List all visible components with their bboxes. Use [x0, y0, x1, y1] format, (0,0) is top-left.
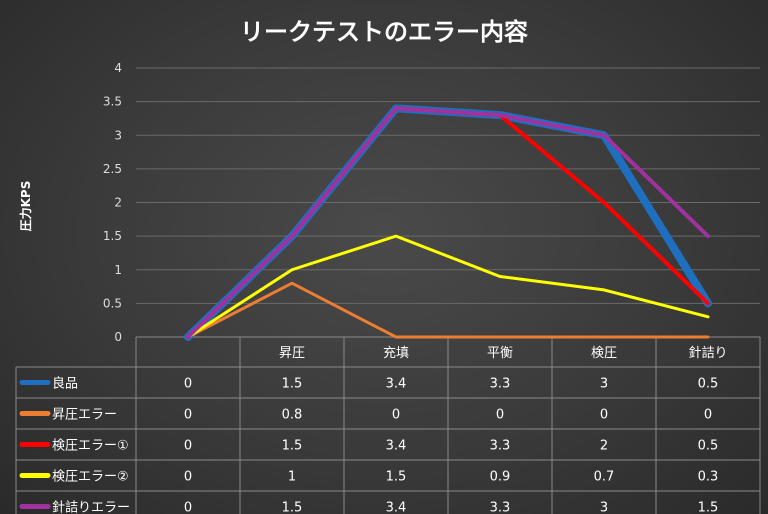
- data-label: 0: [184, 377, 192, 392]
- data-label: 1.5: [282, 501, 303, 514]
- y-tick-label: 4: [114, 61, 122, 75]
- data-label: 1.5: [282, 439, 303, 454]
- legend-label: 検圧エラー①: [52, 439, 129, 454]
- y-tick-label: 0: [114, 330, 122, 344]
- data-label: 3.3: [490, 501, 511, 514]
- category-label: 検圧: [591, 346, 617, 361]
- data-label: 1.5: [282, 377, 303, 392]
- data-label: 0: [184, 470, 192, 485]
- data-label: 0: [600, 408, 608, 423]
- legend-label: 昇圧エラー: [52, 408, 117, 423]
- category-label: 昇圧: [279, 346, 305, 361]
- y-tick-label: 2.5: [103, 162, 122, 176]
- category-label: 針詰り: [688, 345, 727, 361]
- data-label: 0: [392, 408, 400, 423]
- category-label: 充填: [383, 345, 409, 361]
- data-label: 0.8: [282, 408, 303, 423]
- y-tick-label: 2: [114, 196, 122, 210]
- category-label: 平衡: [487, 346, 513, 361]
- data-label: 0.5: [698, 439, 719, 454]
- data-label: 0.3: [698, 470, 719, 485]
- data-label: 3.4: [386, 501, 407, 514]
- series-line: [186, 234, 710, 339]
- series-line: [186, 106, 710, 339]
- y-axis-ticks: 0 0.5 1 1.5 2 2.5 3 3.5 4: [103, 61, 122, 344]
- y-tick-label: 3.5: [103, 95, 122, 109]
- data-label: 0: [704, 408, 712, 423]
- series-line: [184, 104, 712, 341]
- data-label: 3.4: [386, 439, 407, 454]
- y-axis-label: 圧力KPS: [18, 181, 33, 232]
- data-label: 3: [600, 501, 608, 514]
- data-label: 1: [288, 470, 296, 485]
- data-label: 0.7: [594, 470, 615, 485]
- data-label: 3: [600, 377, 608, 392]
- data-label: 3.3: [490, 377, 511, 392]
- series-line: [186, 106, 710, 339]
- y-tick-label: 1.5: [103, 229, 122, 243]
- legend-label: 検圧エラー②: [52, 470, 129, 485]
- y-tick-label: 3: [114, 128, 122, 142]
- data-label: 3.4: [386, 377, 407, 392]
- series-line: [186, 281, 710, 339]
- data-label: 1.5: [386, 470, 407, 485]
- data-label: 0: [184, 439, 192, 454]
- legend-label: 良品: [52, 376, 78, 392]
- y-tick-label: 0.5: [103, 296, 122, 310]
- data-label: 1.5: [698, 501, 719, 514]
- data-label: 2: [600, 439, 608, 454]
- data-label: 0: [184, 501, 192, 514]
- data-label: 0: [184, 408, 192, 423]
- chart-title: リークテストのエラー内容: [240, 18, 528, 46]
- data-label: 3.3: [490, 439, 511, 454]
- data-label: 0.9: [490, 470, 511, 485]
- legend-label: 針詰りエラー: [52, 500, 130, 514]
- series-lines: [184, 104, 712, 341]
- data-label: 0: [496, 408, 504, 423]
- y-tick-label: 1: [114, 263, 122, 277]
- data-label: 0.5: [698, 377, 719, 392]
